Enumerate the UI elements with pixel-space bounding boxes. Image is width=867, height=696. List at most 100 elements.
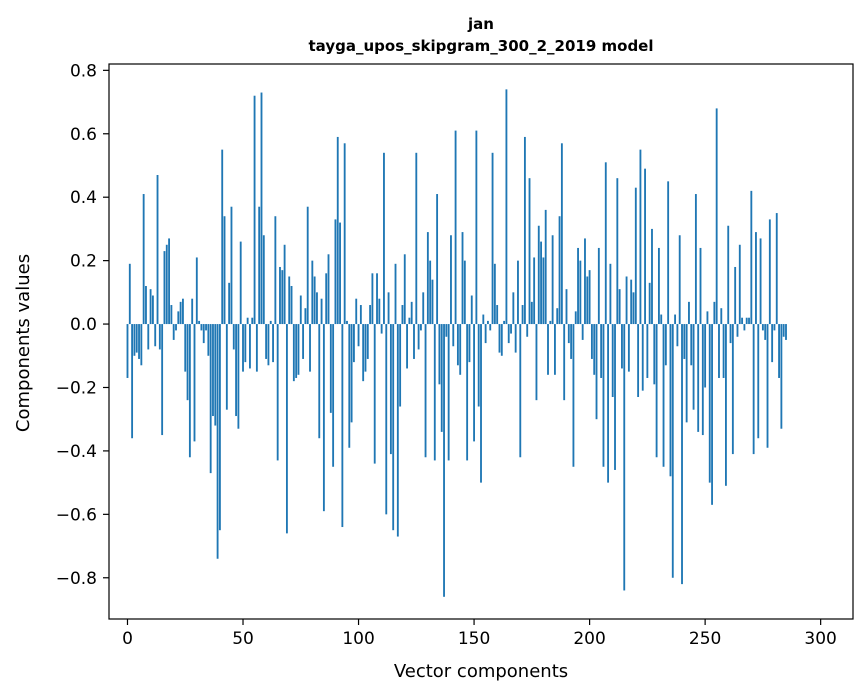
bar-27 — [188, 324, 191, 458]
bar-243 — [688, 301, 690, 325]
bar-148 — [468, 324, 471, 363]
bar-241 — [683, 324, 686, 359]
bar-259 — [725, 324, 727, 486]
bar-122 — [408, 317, 411, 325]
bar-18 — [168, 238, 170, 325]
y-tick-label-6: 0.4 — [70, 188, 97, 208]
bar-168 — [514, 324, 517, 353]
bar-262 — [731, 324, 734, 455]
bar-83 — [318, 324, 321, 439]
bar-196 — [579, 260, 582, 325]
bar-281 — [775, 213, 778, 325]
bar-128 — [422, 292, 425, 325]
bar-118 — [399, 324, 402, 407]
bar-216 — [625, 276, 628, 325]
bar-178 — [537, 225, 540, 325]
bar-180 — [542, 257, 545, 325]
bar-151 — [475, 130, 478, 325]
x-tick-label-0: 0 — [122, 629, 133, 649]
bar-136 — [440, 324, 443, 432]
bar-237 — [674, 314, 677, 325]
bar-257 — [720, 308, 723, 325]
bar-4 — [135, 324, 138, 353]
bar-133 — [433, 324, 436, 461]
bar-26 — [186, 324, 189, 401]
bar-106 — [371, 273, 374, 325]
bar-117 — [396, 324, 399, 537]
bar-267 — [743, 324, 746, 331]
bar-48 — [237, 324, 240, 429]
bar-49 — [239, 241, 242, 325]
bar-203 — [595, 324, 598, 420]
bar-56 — [255, 324, 258, 372]
bar-211 — [614, 324, 616, 470]
bar-186 — [556, 308, 559, 325]
bar-236 — [671, 324, 674, 578]
bar-258 — [722, 324, 725, 378]
bar-214 — [621, 324, 623, 369]
bar-60 — [265, 324, 268, 359]
bar-247 — [697, 324, 700, 432]
bar-33 — [202, 324, 205, 344]
bar-51 — [244, 324, 247, 363]
bar-250 — [704, 324, 707, 388]
bar-34 — [205, 324, 207, 331]
bar-120 — [403, 254, 406, 325]
bar-265 — [738, 244, 741, 325]
bar-141 — [452, 324, 455, 347]
bar-8 — [145, 286, 147, 325]
bar-271 — [752, 324, 755, 455]
bar-71 — [290, 286, 293, 325]
bar-130 — [426, 232, 429, 325]
bar-242 — [685, 324, 688, 423]
bar-217 — [627, 324, 630, 372]
bar-278 — [768, 219, 771, 325]
x-tick-label-1: 50 — [232, 629, 254, 649]
bar-172 — [523, 136, 526, 325]
bar-144 — [459, 324, 462, 375]
bar-58 — [260, 92, 263, 325]
bar-261 — [729, 324, 732, 344]
bar-263 — [734, 266, 737, 325]
bar-207 — [604, 162, 607, 325]
bar-139 — [447, 324, 450, 461]
y-tick-label-1: −0.6 — [56, 505, 97, 525]
bar-140 — [450, 235, 452, 325]
bar-78 — [306, 206, 309, 325]
y-tick-label-2: −0.4 — [56, 442, 97, 462]
bar-series — [126, 89, 787, 597]
bar-100 — [357, 324, 360, 347]
bar-218 — [630, 279, 633, 325]
bar-74 — [297, 324, 300, 375]
bar-87 — [327, 254, 330, 325]
bar-208 — [607, 324, 610, 483]
bar-231 — [660, 314, 663, 325]
bar-23 — [179, 301, 182, 325]
bar-6 — [140, 324, 143, 366]
bar-143 — [456, 324, 459, 366]
bar-155 — [484, 324, 487, 344]
bar-279 — [771, 324, 774, 363]
bar-9 — [147, 324, 150, 350]
y-tick-label-4: 0.0 — [70, 315, 97, 335]
bar-3 — [133, 324, 136, 356]
bar-114 — [389, 324, 392, 455]
bar-202 — [593, 324, 596, 375]
bar-195 — [577, 247, 579, 325]
bar-206 — [602, 324, 605, 467]
bar-142 — [454, 130, 457, 325]
bar-170 — [519, 324, 522, 458]
bar-275 — [761, 324, 764, 331]
bar-107 — [373, 324, 376, 464]
bar-154 — [482, 314, 485, 325]
y-axis-label: Components values — [13, 254, 34, 432]
bar-268 — [745, 317, 748, 325]
bar-213 — [618, 289, 621, 325]
bar-98 — [353, 324, 355, 363]
bar-276 — [764, 324, 767, 340]
bar-235 — [669, 324, 672, 477]
bar-134 — [436, 194, 439, 325]
bar-15 — [161, 324, 164, 436]
